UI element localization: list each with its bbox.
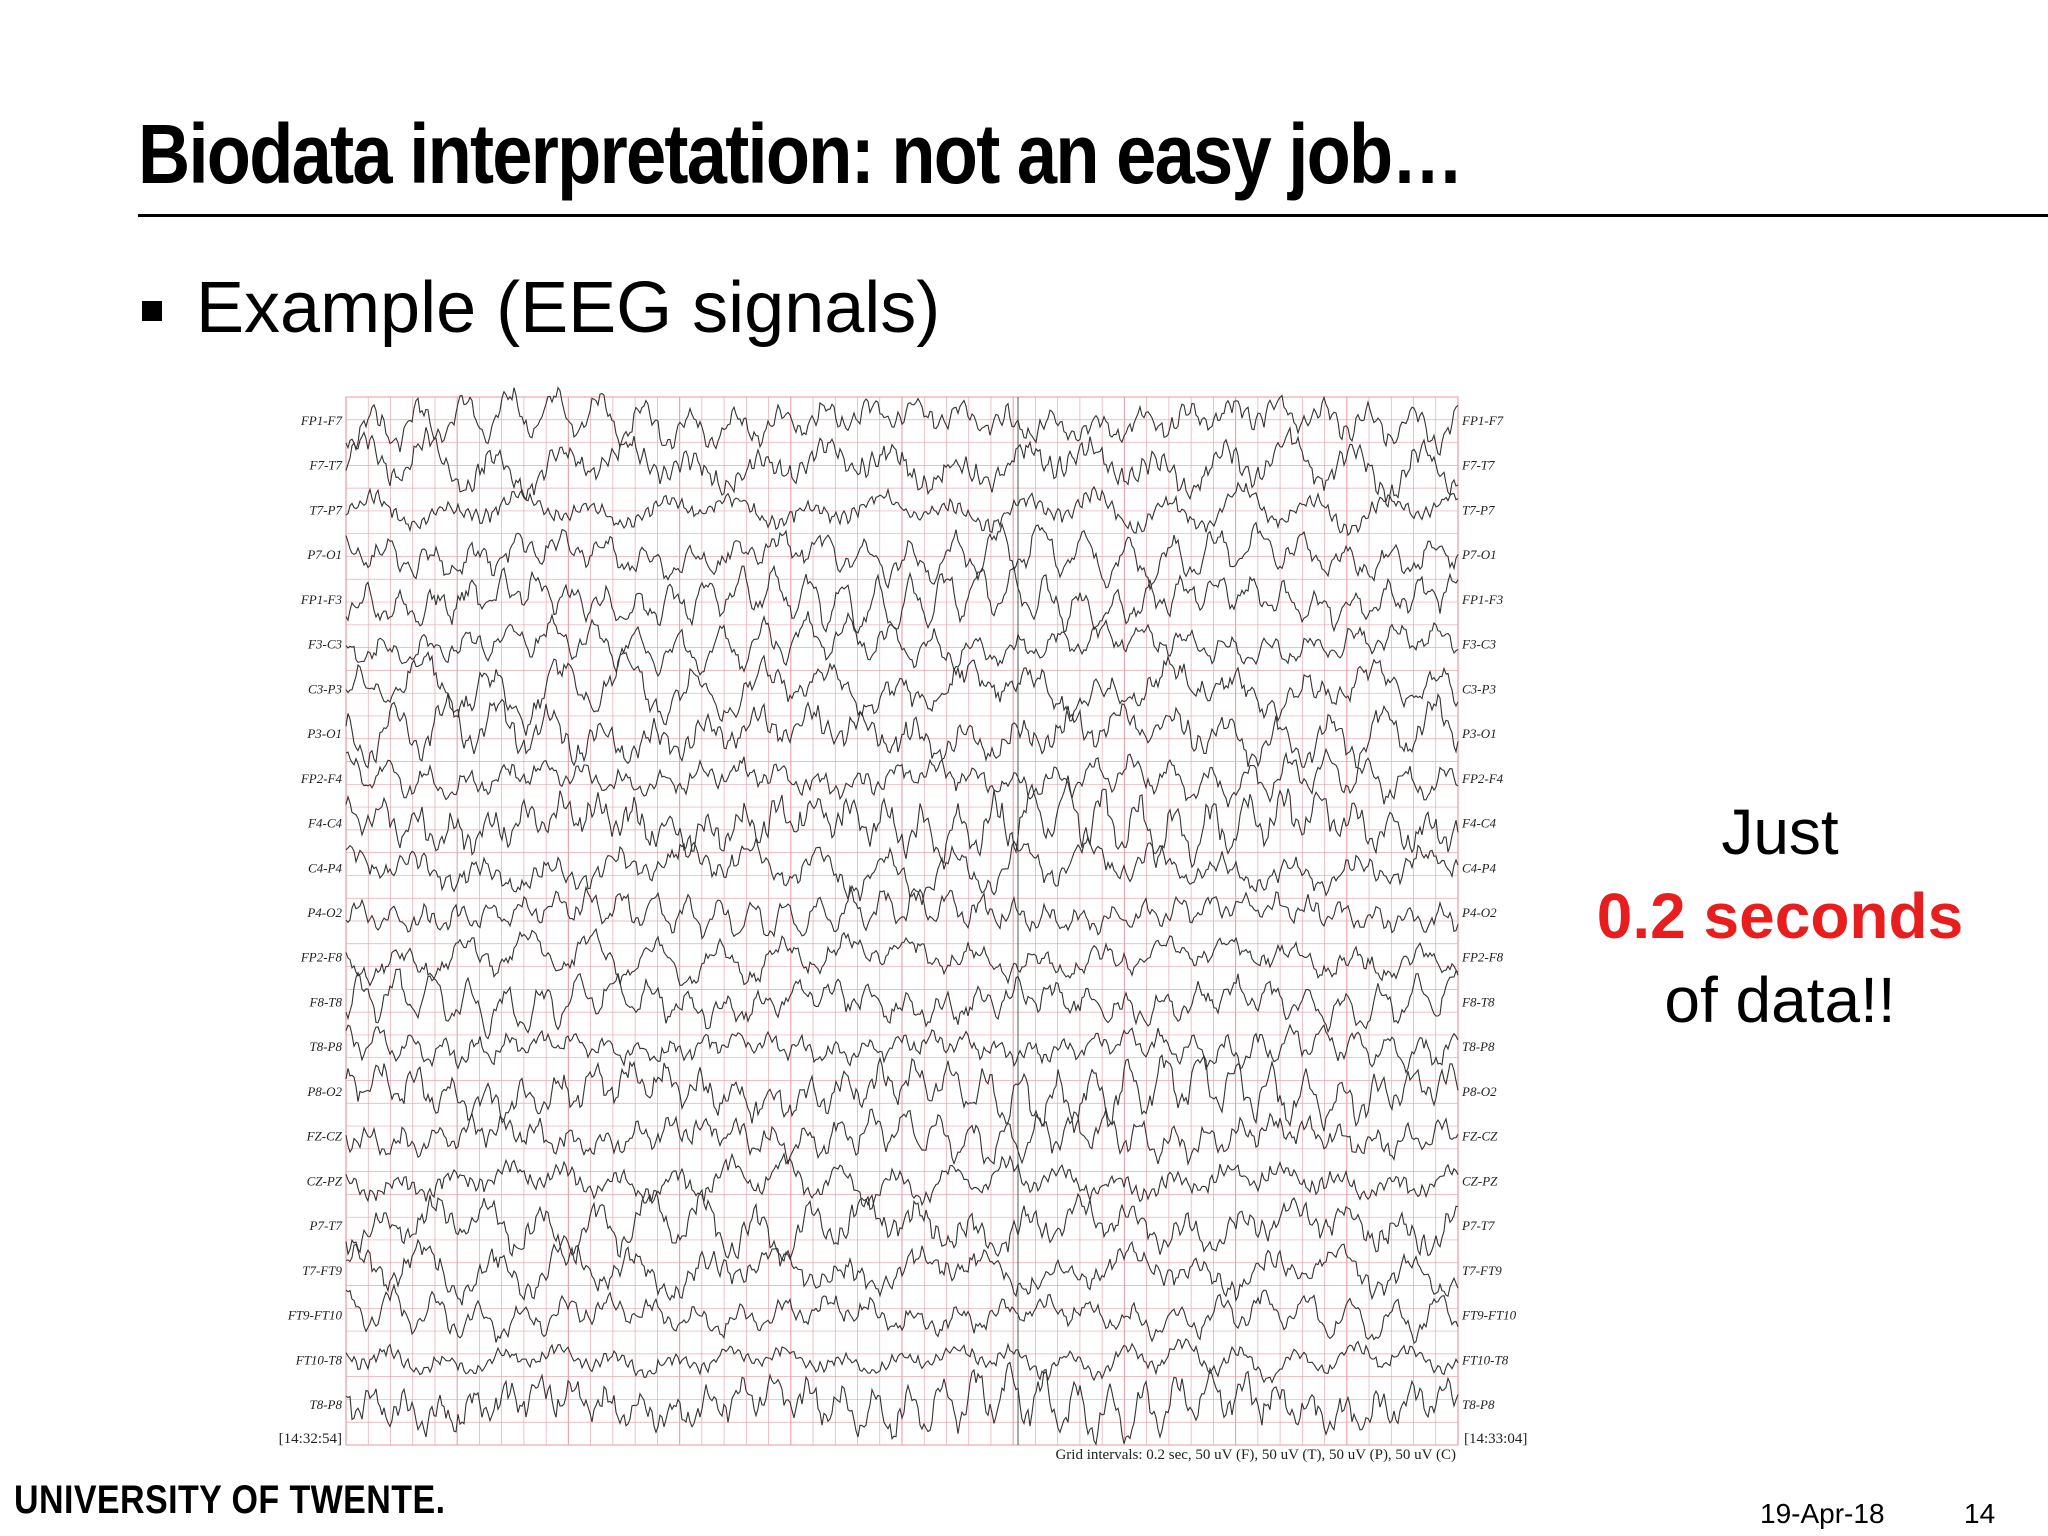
title-divider [138,214,2048,217]
eeg-trace [345,521,1459,592]
eeg-trace [345,884,1459,940]
channel-label-left: FP2-F4 [300,771,343,786]
channel-label-left: F4-C4 [307,816,342,831]
callout-line-1: Just [1721,796,1839,868]
university-logo: UNIVERSITY OF TWENTE. [14,1478,446,1522]
channel-label-left: F3-C3 [307,637,342,652]
channel-label-right: P4-O2 [1461,905,1497,920]
channel-label-right: FT10-T8 [1461,1352,1509,1367]
eeg-trace [345,1283,1459,1345]
slide-title: Biodata interpretation: not an easy job… [138,107,1464,201]
slide-date: 19-Apr-18 [1760,1498,1885,1529]
eeg-trace [345,611,1459,678]
channel-label-right: T8-P8 [1462,1039,1495,1054]
channel-label-right: P7-O1 [1461,547,1497,562]
eeg-trace [345,386,1459,456]
eeg-trace [345,775,1459,869]
eeg-trace [345,1054,1459,1134]
channel-label-right: P3-O1 [1461,726,1497,741]
eeg-trace [345,747,1459,808]
channel-label-right: FP2-F8 [1461,950,1504,965]
channel-label-right: F7-T7 [1461,458,1495,473]
channel-label-left: P7-O1 [306,547,342,562]
channel-label-left: FP2-F8 [300,950,343,965]
channel-label-left: C3-P3 [308,681,342,696]
channel-label-right: F8-T8 [1461,994,1495,1009]
eeg-trace [345,1234,1459,1306]
channel-label-right: CZ-PZ [1462,1173,1498,1188]
channel-label-left: F7-T7 [309,458,343,473]
channel-label-left: CZ-PZ [307,1173,343,1188]
callout-highlight: 0.2 seconds [1596,880,1964,952]
channel-label-right: FP1-F3 [1461,592,1504,607]
channel-label-left: T7-P7 [310,502,343,517]
channel-label-right: FP2-F4 [1461,771,1504,786]
grid-border [345,396,1459,1446]
eeg-trace [345,927,1459,987]
channel-label-left: FP1-F7 [300,413,343,428]
end-time-label: [14:33:04] [1464,1431,1527,1447]
eeg-trace [345,968,1459,1040]
channel-label-right: C3-P3 [1462,681,1496,696]
channel-label-right: P8-O2 [1461,1084,1497,1099]
eeg-trace [345,1106,1459,1167]
channel-label-left: FZ-CZ [306,1129,343,1144]
eeg-trace [345,1338,1459,1384]
start-time-label: [14:32:54] [279,1431,342,1447]
eeg-trace [345,1188,1459,1267]
channel-label-left: F8-T8 [309,994,343,1009]
callout-line-3: of data!! [1664,964,1896,1036]
eeg-trace [345,835,1459,906]
eeg-trace [345,1023,1459,1075]
channel-label-right: P7-T7 [1461,1218,1495,1233]
channel-label-right: T7-FT9 [1462,1263,1502,1278]
bullet-item: Example (EEG signals) [142,272,940,344]
bullet-text: Example (EEG signals) [196,268,941,348]
channel-label-right: F4-C4 [1461,816,1496,831]
channel-label-right: FZ-CZ [1461,1129,1498,1144]
eeg-trace [345,646,1459,736]
eeg-plot: FP1-F7 FP1-F7 F7-T7 F7-T7 T7-P7 T7-P7 P7-O1 P7-… [279,386,1527,1463]
channel-label-left: FP1-F3 [300,592,343,607]
callout: Just 0.2 seconds of data!! [1540,790,2020,1042]
channel-label-left: FT10-T8 [295,1352,343,1367]
eeg-trace [345,1151,1459,1211]
grid-caption: Grid intervals: 0.2 sec, 50 uV (F), 50 u… [1055,1447,1456,1463]
channel-label-left: T8-P8 [310,1039,343,1054]
channel-label-right: T8-P8 [1462,1397,1495,1412]
eeg-grid [345,396,1459,1446]
channel-label-right: FT9-FT10 [1461,1308,1517,1323]
channel-label-left: C4-P4 [308,860,342,875]
eeg-chart: FP1-F7 FP1-F7 F7-T7 F7-T7 T7-P7 T7-P7 P7-O1 P7-… [260,355,1560,1465]
channel-label-left: P8-O2 [306,1084,342,1099]
channel-label-right: F3-C3 [1461,637,1496,652]
channel-label-left: P4-O2 [306,905,342,920]
channel-label-left: T7-FT9 [302,1263,342,1278]
eeg-trace [345,481,1459,537]
channel-label-right: C4-P4 [1462,860,1496,875]
eeg-trace [345,692,1459,769]
channel-label-left: P3-O1 [306,726,342,741]
page-number: 14 [1964,1498,1996,1529]
channel-label-left: T8-P8 [310,1397,343,1412]
channel-label-left: FT9-FT10 [287,1308,343,1323]
channel-label-left: P7-T7 [309,1218,343,1233]
channel-label-right: FP1-F7 [1461,413,1504,428]
square-bullet-icon [142,301,162,321]
eeg-trace [345,425,1459,509]
eeg-trace [345,564,1459,634]
eeg-trace [345,1361,1459,1446]
channel-label-right: T7-P7 [1462,502,1495,517]
